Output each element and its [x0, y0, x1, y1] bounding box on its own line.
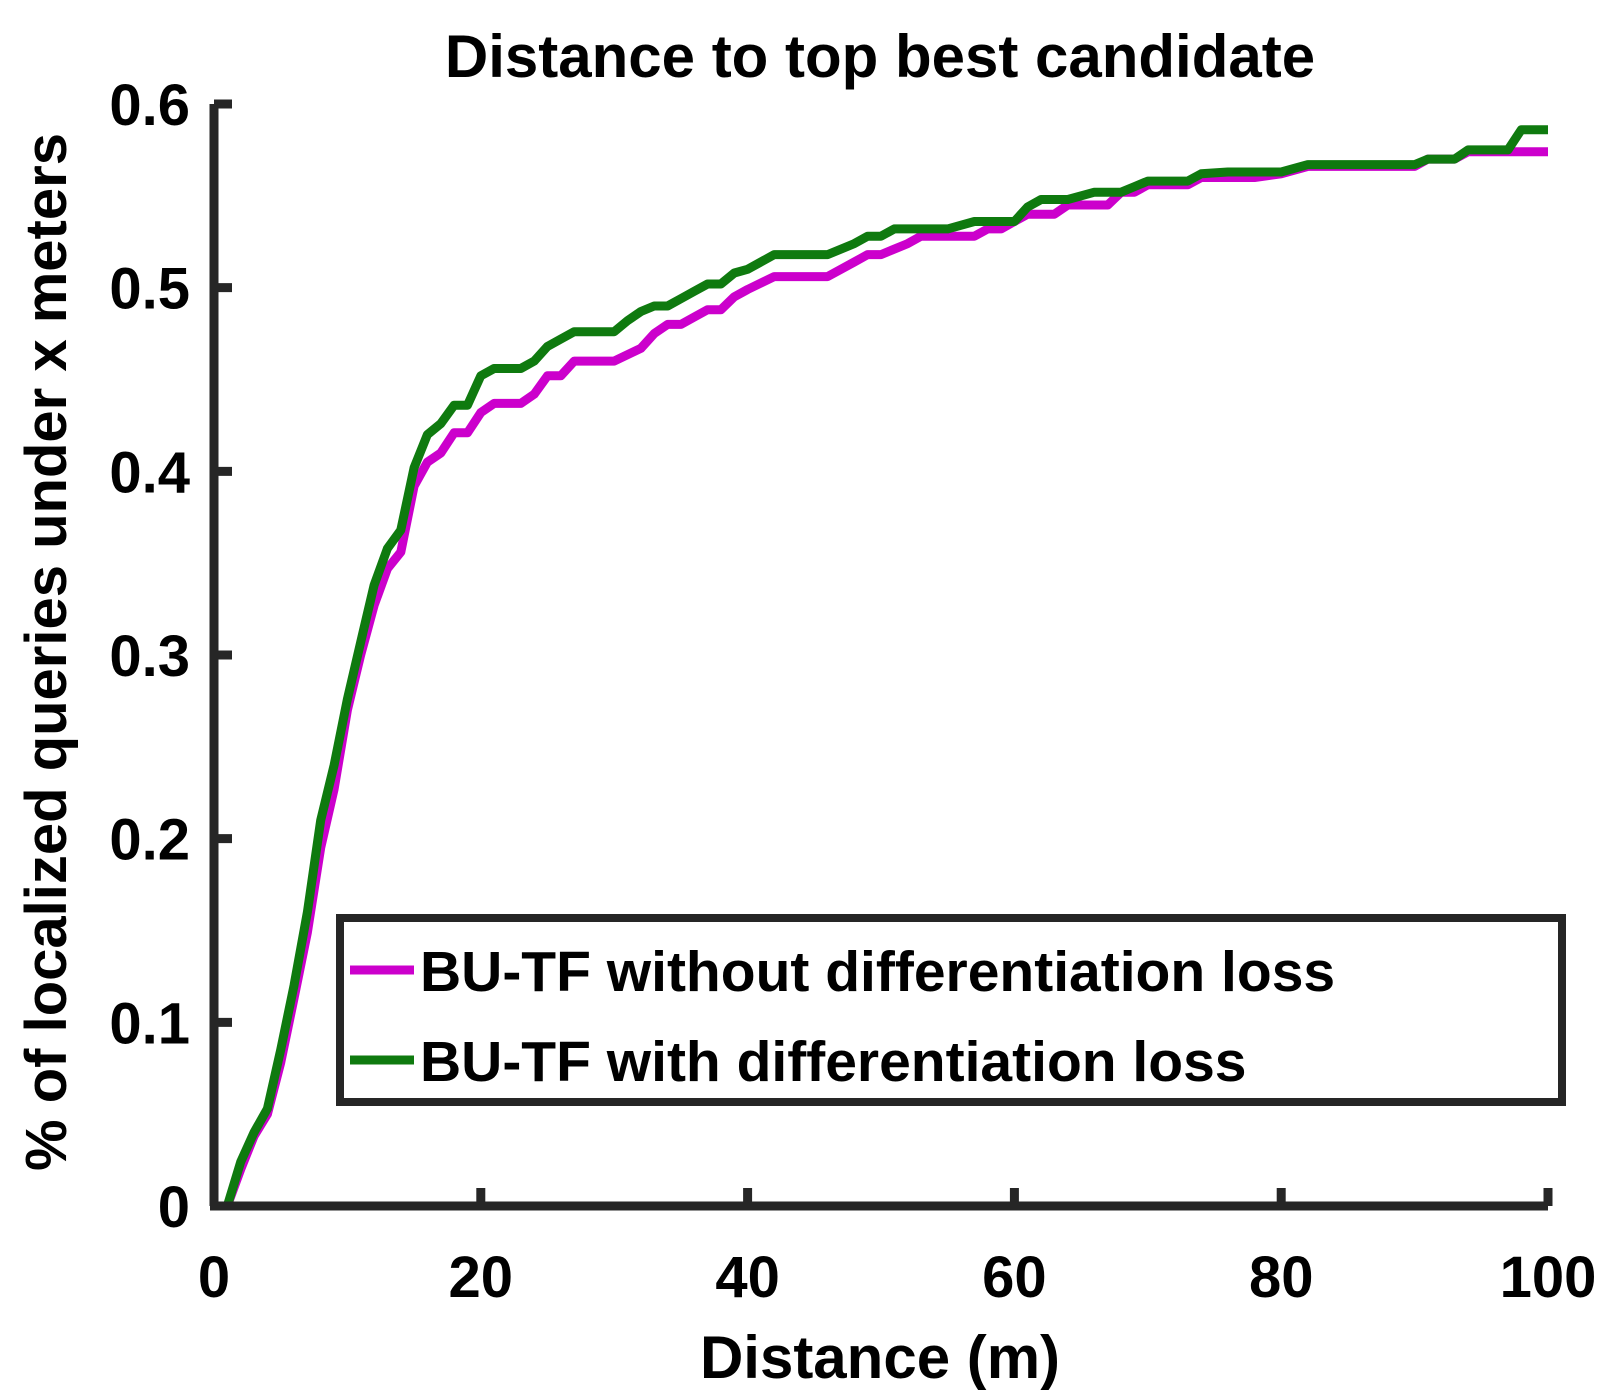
x-tick-label: 0: [198, 1245, 230, 1310]
y-ticks: 0 0.1 0.2 0.3 0.4 0.5 0.6: [109, 73, 232, 1240]
x-tick-label: 100: [1500, 1245, 1597, 1310]
y-tick-label: 0: [158, 1175, 190, 1240]
legend-label-2: BU-TF with differentiation loss: [420, 1030, 1246, 1094]
x-tick-label: 20: [449, 1245, 514, 1310]
x-tick-label: 80: [1249, 1245, 1314, 1310]
legend: BU-TF without differentiation loss BU-TF …: [336, 914, 1566, 1106]
x-axis-label: Distance (m): [700, 1324, 1060, 1390]
series-line-1: [223, 147, 1548, 1208]
y-tick-label: 0.2: [109, 808, 190, 873]
y-tick-label: 0.1: [109, 991, 190, 1056]
y-axis-label: % of localized queries under x meters: [14, 133, 79, 1171]
x-ticks: 0 20 40 60 80 100: [198, 1188, 1597, 1310]
y-tick-label: 0.6: [109, 73, 190, 138]
y-tick-label: 0.5: [109, 257, 190, 322]
plot-lines: [222, 125, 1548, 1208]
y-tick-label: 0.3: [109, 624, 190, 689]
legend-box: [336, 914, 1566, 1106]
y-tick-label: 0.4: [109, 440, 190, 505]
x-tick-label: 40: [715, 1245, 780, 1310]
legend-label-1: BU-TF without differentiation loss: [420, 940, 1335, 1004]
series-line-2: [222, 125, 1548, 1208]
x-tick-label: 60: [982, 1245, 1047, 1310]
chart-title: Distance to top best candidate: [445, 23, 1315, 90]
